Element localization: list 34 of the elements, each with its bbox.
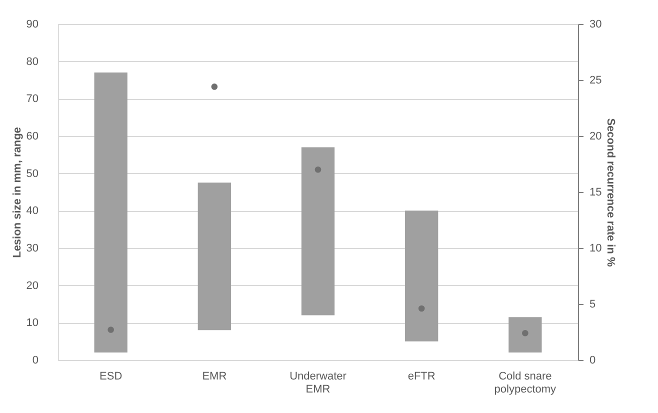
- point: [314, 166, 322, 173]
- point: [522, 330, 528, 336]
- y-tick-label: 80: [26, 56, 38, 68]
- y2-tick-label: 15: [590, 186, 602, 198]
- y-tick-label: 50: [26, 168, 38, 180]
- bar: [508, 317, 542, 353]
- y-axis-title: Lesion size in mm, range: [11, 127, 24, 258]
- y2-tick-label: 20: [590, 130, 602, 142]
- y-tick-label: 10: [26, 317, 38, 330]
- bar: [405, 210, 438, 342]
- y2-tick-label: 0: [590, 354, 596, 366]
- point: [108, 326, 114, 333]
- y-tick-label: 70: [26, 93, 38, 106]
- y-tick-label: 20: [26, 280, 38, 292]
- x-tick-label: EMR: [202, 370, 227, 382]
- x-tick-label: ESD: [100, 370, 122, 382]
- point: [211, 84, 218, 90]
- y2-tick-label: 25: [590, 74, 602, 86]
- y-tick-label: 60: [26, 130, 38, 142]
- y-tick-label: 0: [32, 354, 38, 366]
- bar: [301, 147, 335, 316]
- y-tick-label: 90: [26, 18, 38, 30]
- x-tick-label: Cold snare polypectomy: [494, 370, 557, 396]
- y2-tick-label: 30: [590, 18, 602, 30]
- y-tick-label: 30: [26, 242, 38, 254]
- y-tick-label: 40: [26, 205, 38, 218]
- x-tick-label: eFTR: [408, 370, 436, 382]
- y2-tick-label: 10: [590, 242, 602, 254]
- bar: [94, 72, 128, 353]
- bar: [198, 182, 231, 330]
- point: [418, 305, 425, 312]
- y2-axis-title: Second recurrence rate in %: [604, 118, 617, 267]
- x-tick-label: Underwater EMR: [290, 370, 347, 396]
- y2-tick-label: 5: [590, 298, 596, 310]
